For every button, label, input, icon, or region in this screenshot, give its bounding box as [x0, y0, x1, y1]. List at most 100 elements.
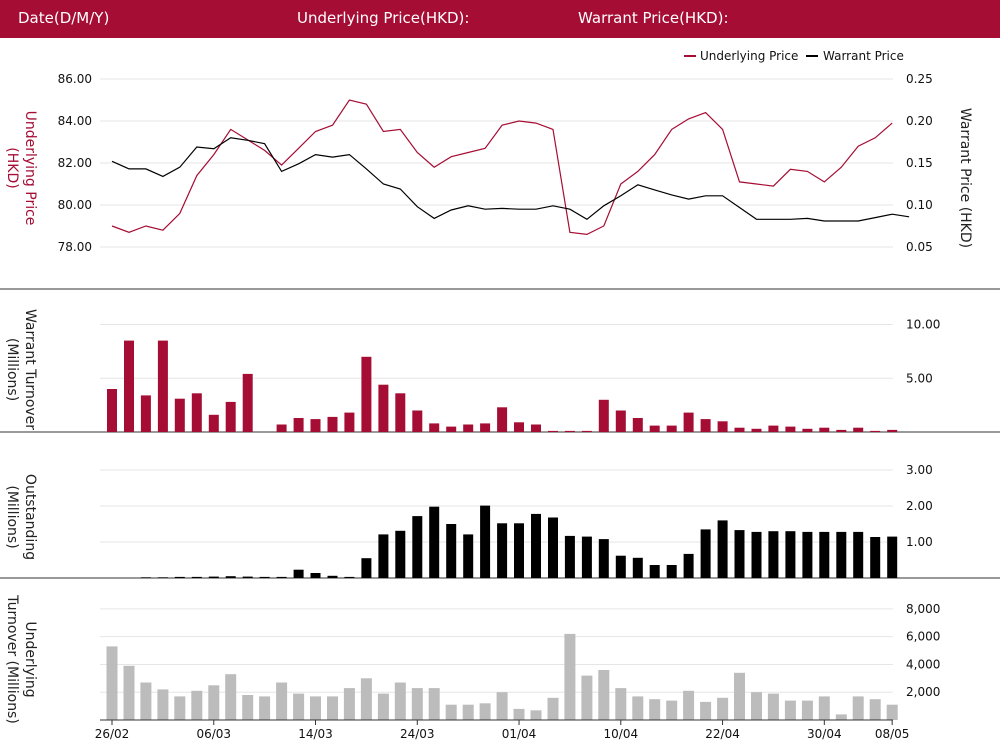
underlying-turnover-axis-title-unit: Turnover (Millions) [4, 594, 20, 724]
warrant-turnover-bar [666, 425, 677, 432]
warrant-turnover-bar [649, 425, 660, 432]
x-tick-label: 06/03 [196, 727, 231, 741]
underlying-turnover-bar [343, 688, 355, 720]
warrant-turnover-bar [497, 407, 508, 432]
underlying-turnover-bar [462, 704, 474, 720]
outstanding-bar [887, 536, 898, 578]
outstanding-tick-label: 1.00 [906, 535, 933, 549]
outstanding-bar [870, 537, 881, 578]
warrant-turnover-bar [751, 428, 762, 432]
right-tick-label: 0.20 [906, 114, 933, 128]
warrant-turnover-bar [344, 412, 355, 432]
x-tick-label: 14/03 [298, 727, 333, 741]
warrant-turnover-bar [124, 340, 134, 432]
left-tick-label: 80.00 [58, 198, 92, 212]
warrant-turnover-bar [615, 410, 626, 432]
right-tick-label: 0.05 [906, 240, 933, 254]
warrant-turnover-bar [412, 410, 423, 432]
outstanding-bar [666, 565, 677, 578]
outstanding-bar [191, 576, 202, 578]
left-tick-label: 82.00 [58, 156, 92, 170]
warrant-turnover-bar [395, 393, 406, 432]
underlying-turnover-bar [310, 696, 321, 720]
right-tick-label: 0.10 [906, 198, 933, 212]
outstanding-bar [734, 530, 745, 578]
legend-label-underlying: Underlying Price [700, 49, 798, 63]
outstanding-bar [836, 531, 847, 578]
underlying-turnover-bar [327, 696, 338, 720]
warrant-turnover-bar [429, 423, 440, 432]
warrant-turnover-bar [514, 422, 524, 432]
warrant-turnover-bar [548, 430, 558, 432]
underlying-turnover-bar [784, 700, 796, 720]
outstanding-bar [293, 569, 304, 578]
underlying-turnover-bar [157, 689, 169, 720]
underlying-turnover-tick-label: 6,000 [906, 630, 940, 644]
underlying-turnover-bar [174, 696, 186, 720]
warrant-turnover-bar [819, 427, 830, 432]
right-tick-label: 0.15 [906, 156, 933, 170]
outstanding-bar [683, 553, 694, 578]
outstanding-bar [208, 576, 219, 578]
underlying-price-line [111, 99, 893, 236]
outstanding-bar [700, 529, 711, 578]
underlying-turnover-bar [852, 696, 864, 720]
header-bar: Date(D/M/Y) Underlying Price(HKD): Warra… [0, 0, 1000, 38]
underlying-price-label: Underlying Price(HKD): [297, 9, 470, 27]
x-tick-label: 30/04 [807, 727, 842, 741]
underlying-turnover-bar [717, 697, 729, 720]
warrant-turnover-axis-title-unit: (Millions) [4, 338, 20, 401]
outstanding-tick-label: 2.00 [906, 499, 933, 513]
warrant-turnover-bar [717, 421, 728, 433]
date-label: Date(D/M/Y) [18, 9, 110, 27]
warrant-turnover-tick-label: 10.00 [906, 318, 940, 332]
outstanding-tick-label: 3.00 [906, 463, 933, 477]
warrant-turnover-bar [293, 418, 304, 432]
outstanding-bar [361, 558, 372, 578]
outstanding-bar [632, 557, 643, 578]
warrant-turnover-bar [853, 427, 864, 432]
underlying-turnover-bar [513, 708, 525, 720]
underlying-turnover-tick-label: 4,000 [906, 657, 940, 671]
outstanding-bar [463, 534, 474, 578]
left-tick-label: 86.00 [58, 72, 92, 86]
underlying-turnover-bar [276, 682, 288, 720]
warrant-turnover-bar [734, 427, 745, 432]
outstanding-bar [751, 531, 762, 578]
outstanding-bar [802, 531, 813, 578]
outstanding-bar [853, 531, 864, 578]
outstanding-bar [429, 506, 440, 578]
outstanding-bar [140, 577, 151, 578]
warrant-turnover-bar [310, 419, 321, 432]
outstanding-bar [378, 534, 389, 578]
underlying-turnover-bar [666, 700, 678, 720]
underlying-turnover-bar [734, 672, 745, 720]
underlying-turnover-bar [767, 693, 779, 720]
outstanding-axis-title: Outstanding [22, 474, 38, 560]
warrant-turnover-tick-label: 5.00 [906, 371, 933, 385]
underlying-turnover-bar [293, 693, 305, 720]
warrant-turnover-bar [531, 424, 541, 432]
warrant-turnover-bar [276, 424, 287, 432]
warrant-turnover-bar [208, 414, 219, 432]
underlying-turnover-axis-title: Underlying [22, 621, 38, 697]
legend-label-warrant: Warrant Price [823, 49, 904, 63]
warrant-turnover-bar [632, 418, 643, 432]
outstanding-bar [514, 523, 524, 578]
underlying-turnover-bar [818, 696, 830, 720]
underlying-turnover-bar [751, 692, 762, 720]
warrant-turnover-bar [446, 426, 457, 432]
underlying-turnover-bar [191, 690, 203, 720]
left-tick-label: 78.00 [58, 240, 92, 254]
warrant-turnover-axis-title: Warrant Turnover [22, 309, 38, 430]
warrant-price-line [111, 137, 910, 222]
warrant-turnover-bar [700, 419, 711, 432]
right-axis-title: Warrant Price (HKD) [957, 108, 973, 248]
underlying-turnover-bar [886, 704, 898, 720]
outstanding-bar [276, 576, 287, 578]
underlying-turnover-bar [377, 693, 389, 720]
left-axis-title-unit: (HKD) [4, 147, 20, 188]
underlying-turnover-bar [683, 690, 695, 720]
underlying-turnover-bar [208, 685, 220, 720]
